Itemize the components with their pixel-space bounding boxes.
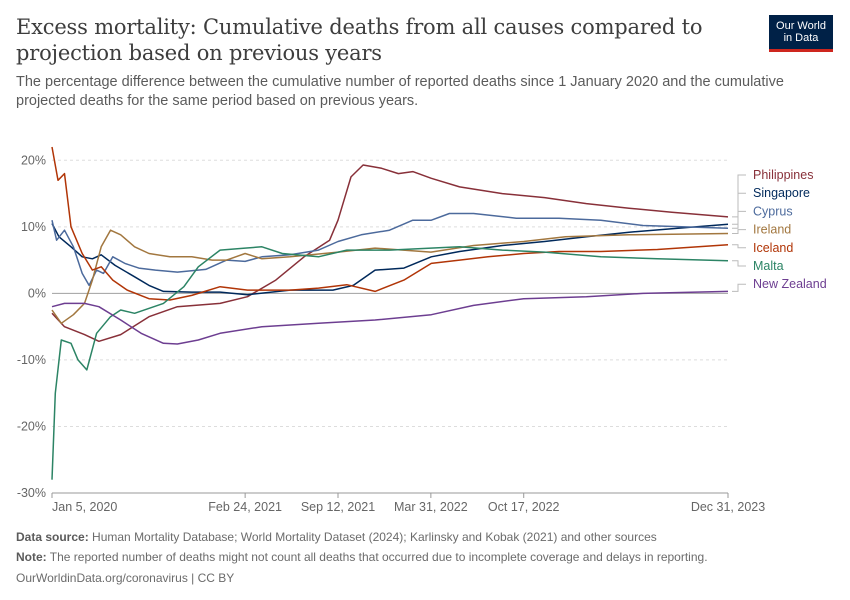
y-tick-label: 10%	[21, 220, 46, 234]
legend-label-singapore[interactable]: Singapore	[753, 186, 810, 200]
y-tick-label: -20%	[17, 419, 46, 433]
chart-title: Excess mortality: Cumulative deaths from…	[16, 15, 703, 65]
legend-connector	[732, 229, 746, 234]
legend-connector	[732, 210, 746, 229]
series-line-cyprus[interactable]	[51, 212, 729, 287]
data-source-text[interactable]: Human Mortality Database; World Mortalit…	[92, 530, 657, 544]
legend-label-new-zealand[interactable]: New Zealand	[753, 277, 827, 291]
legend[interactable]: Philippines Singapore Cyprus Ireland Iceland…	[732, 168, 827, 292]
legend-connector	[732, 174, 746, 218]
note-text: The reported number of deaths might not …	[49, 550, 708, 564]
series-line-ireland[interactable]	[51, 229, 729, 325]
data-source-label: Data source:	[16, 530, 89, 544]
y-tick-label: 0%	[28, 286, 46, 300]
y-tick-label: -30%	[17, 486, 46, 500]
legend-label-iceland[interactable]: Iceland	[753, 241, 793, 255]
x-tick-label: Sep 12, 2021	[301, 500, 375, 514]
owid-logo[interactable]: Our World in Data	[769, 15, 833, 52]
legend-label-cyprus[interactable]: Cyprus	[753, 204, 793, 218]
grid-lines: -30% -20% -10% 0% 10% 20%	[17, 153, 728, 500]
legend-label-malta[interactable]: Malta	[753, 259, 784, 273]
legend-connector	[732, 192, 746, 225]
series-line-new-zealand[interactable]	[51, 290, 729, 345]
x-tick-label: Mar 31, 2022	[394, 500, 468, 514]
series-line-malta[interactable]	[51, 246, 729, 480]
chart-note: Note: The reported number of deaths migh…	[16, 550, 708, 564]
x-tick-label: Feb 24, 2021	[208, 500, 282, 514]
legend-connector	[732, 244, 746, 249]
series-line-iceland[interactable]	[51, 146, 729, 301]
chart-subtitle: The percentage difference between the cu…	[16, 74, 784, 109]
note-label: Note:	[16, 550, 47, 564]
series-line-singapore[interactable]	[51, 223, 729, 296]
y-tick-label: -10%	[17, 353, 46, 367]
legend-connector	[732, 260, 746, 267]
series-lines[interactable]	[51, 146, 729, 480]
y-tick-label: 20%	[21, 153, 46, 167]
legend-connector	[732, 283, 746, 292]
legend-label-philippines[interactable]: Philippines	[753, 168, 813, 182]
series-line-philippines[interactable]	[51, 164, 729, 343]
credit-line[interactable]: OurWorldinData.org/coronavirus | CC BY	[16, 571, 235, 585]
x-axis: Jan 5, 2020 Feb 24, 2021 Sep 12, 2021 Mar 3…	[51, 492, 765, 514]
logo-line-2: in Data	[783, 32, 819, 44]
x-tick-label: Oct 17, 2022	[488, 500, 560, 514]
data-source: Data source: Human Mortality Database; W…	[16, 530, 657, 544]
line-chart: -30% -20% -10% 0% 10% 20% Jan 5, 2020 Feb 24, …	[17, 146, 827, 514]
legend-label-ireland[interactable]: Ireland	[753, 223, 791, 237]
logo-line-1: Our World	[776, 20, 826, 32]
x-tick-label: Dec 31, 2023	[691, 500, 765, 514]
x-tick-label: Jan 5, 2020	[52, 500, 117, 514]
